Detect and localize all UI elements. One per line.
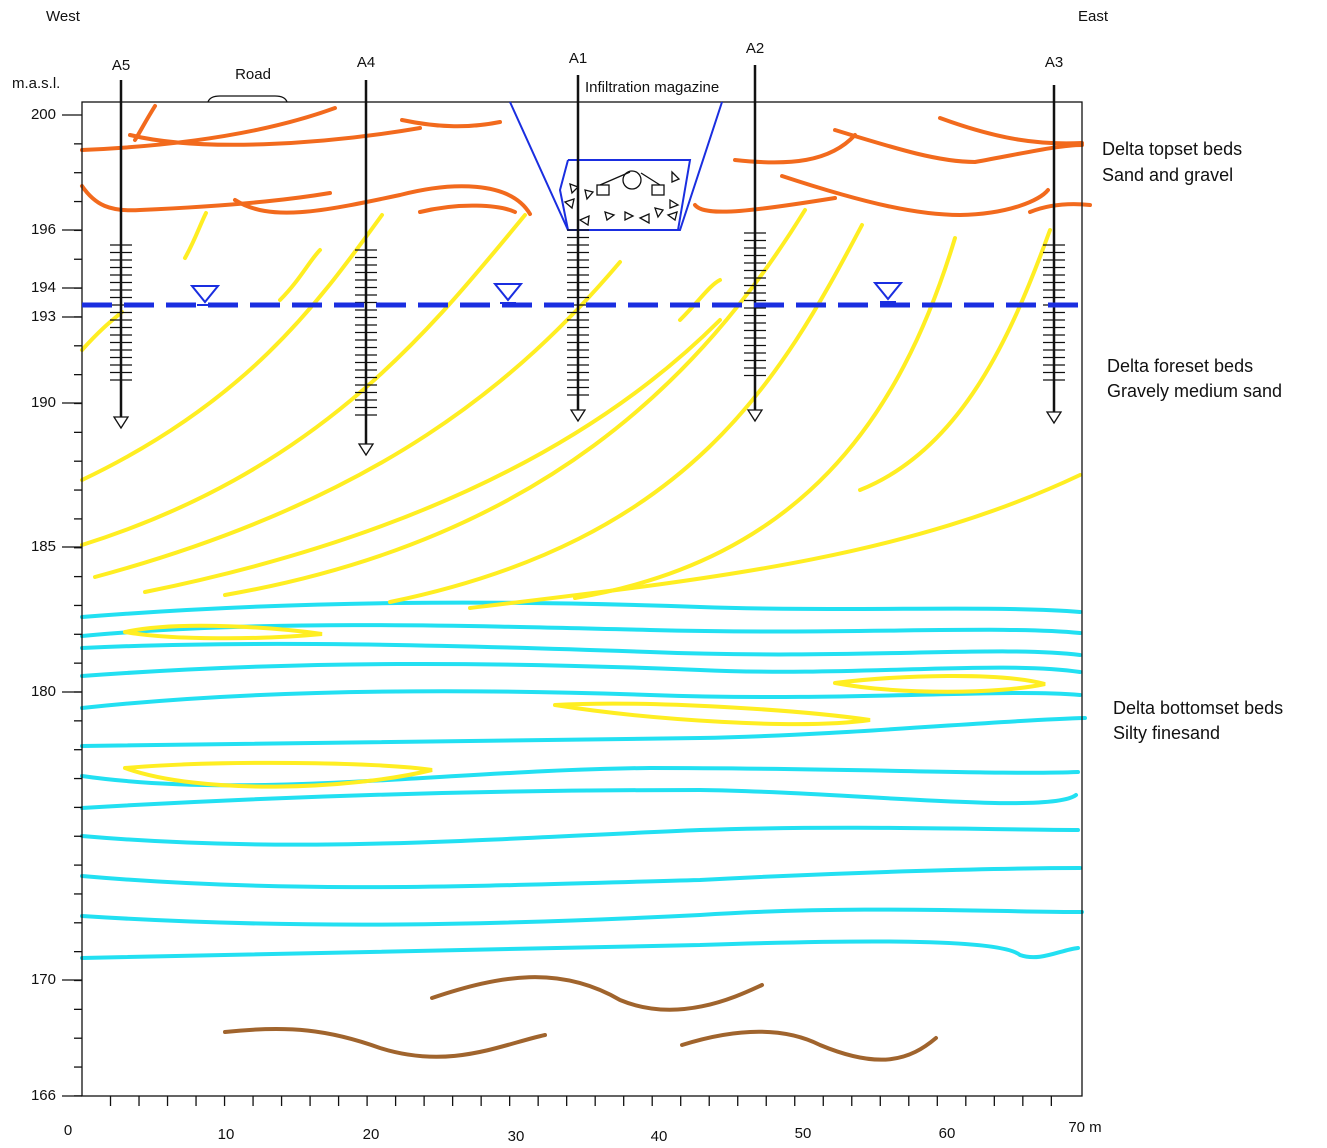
y-tick-label: 170 bbox=[31, 971, 56, 988]
unit-material: Silty finesand bbox=[1113, 723, 1220, 743]
y-tick-label: 166 bbox=[31, 1087, 56, 1104]
unit-name: Delta bottomset beds bbox=[1113, 698, 1283, 718]
well-tip bbox=[571, 410, 585, 421]
y-tick-label: 200 bbox=[31, 106, 56, 123]
x-tick-label: 20 bbox=[363, 1126, 380, 1143]
well-label: A5 bbox=[112, 57, 130, 74]
y-axis: 200 196 194 193 190 185 180 170 166 bbox=[31, 106, 82, 1104]
y-tick-label: 193 bbox=[31, 308, 56, 325]
y-unit: m.a.s.l. bbox=[12, 75, 60, 92]
x-tick-label: 50 bbox=[795, 1125, 812, 1142]
well-label: A3 bbox=[1045, 54, 1063, 71]
layers bbox=[82, 106, 1090, 1060]
well-tip bbox=[359, 444, 373, 455]
x-tick-label: 0 bbox=[64, 1122, 72, 1139]
road-label: Road bbox=[235, 66, 271, 83]
water-symbols bbox=[192, 283, 901, 305]
cross-section: 200 196 194 193 190 185 180 170 166 0 10 20 30 40 50 6… bbox=[0, 0, 1327, 1148]
west-label: West bbox=[46, 8, 81, 25]
unit-name: Delta foreset beds bbox=[1107, 356, 1253, 376]
x-tick-label: 30 bbox=[508, 1128, 525, 1145]
unit-material: Sand and gravel bbox=[1102, 165, 1233, 185]
well-tip bbox=[114, 417, 128, 428]
x-axis: 0 10 20 30 40 50 60 70 m bbox=[64, 1096, 1102, 1145]
y-tick-label: 185 bbox=[31, 538, 56, 555]
magazine-pit bbox=[510, 102, 722, 230]
well-tip bbox=[748, 410, 762, 421]
unit-name: Delta topset beds bbox=[1102, 139, 1242, 159]
y-tick-label: 180 bbox=[31, 683, 56, 700]
east-label: East bbox=[1078, 8, 1109, 25]
well-tip bbox=[1047, 412, 1061, 423]
gravel-icons bbox=[565, 171, 679, 225]
well-label: A2 bbox=[746, 40, 764, 57]
y-tick-label: 194 bbox=[31, 279, 56, 296]
x-tick-label: 70 m bbox=[1068, 1119, 1101, 1136]
x-tick-label: 40 bbox=[651, 1128, 668, 1145]
well-label: A1 bbox=[569, 50, 587, 67]
y-tick-label: 190 bbox=[31, 394, 56, 411]
road bbox=[208, 96, 287, 102]
x-tick-label: 10 bbox=[218, 1126, 235, 1143]
magazine-label: Infiltration magazine bbox=[585, 79, 719, 96]
unit-material: Gravely medium sand bbox=[1107, 381, 1282, 401]
y-tick-label: 196 bbox=[31, 221, 56, 238]
x-tick-label: 60 bbox=[939, 1125, 956, 1142]
well-label: A4 bbox=[357, 54, 375, 71]
